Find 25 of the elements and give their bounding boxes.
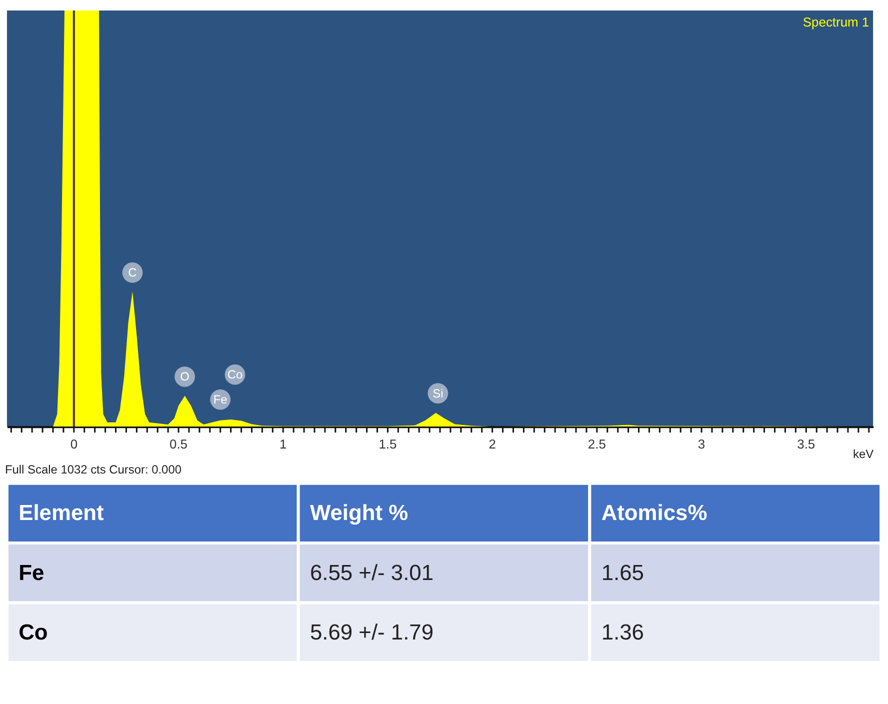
x-tick-label: 3 <box>698 436 706 452</box>
x-tick-label: 3.5 <box>797 436 816 452</box>
annotation: Co <box>227 368 243 382</box>
series-label: Atomics% <box>601 500 708 526</box>
x-tick-label: 2 <box>488 436 496 452</box>
x-tick-label: 0.5 <box>170 436 188 452</box>
annotation: C <box>128 266 138 280</box>
data-label: 6.55 +/- 3.01 <box>310 560 434 585</box>
text: Spectrum 1 <box>802 14 870 30</box>
x-tick-label: 2.5 <box>588 436 606 452</box>
data-label: 1.36 <box>601 620 644 645</box>
annotation: Si <box>432 386 444 400</box>
data-label: 5.69 +/- 1.79 <box>310 620 434 645</box>
category-label: Co <box>18 620 48 645</box>
x-tick-label: 1 <box>280 436 287 452</box>
annotation: O <box>180 370 190 384</box>
text: Element <box>18 500 104 526</box>
category-label: Fe <box>18 560 44 585</box>
x-tick-label: 1.5 <box>378 436 397 452</box>
x-tick-label: 0 <box>70 436 78 452</box>
data-label: 1.65 <box>601 560 644 585</box>
text: Full Scale 1032 cts Cursor: 0.000 <box>4 462 182 476</box>
x-axis-title: keV <box>852 446 874 461</box>
annotation: Fe <box>213 392 228 407</box>
series-label: Weight % <box>310 500 408 526</box>
